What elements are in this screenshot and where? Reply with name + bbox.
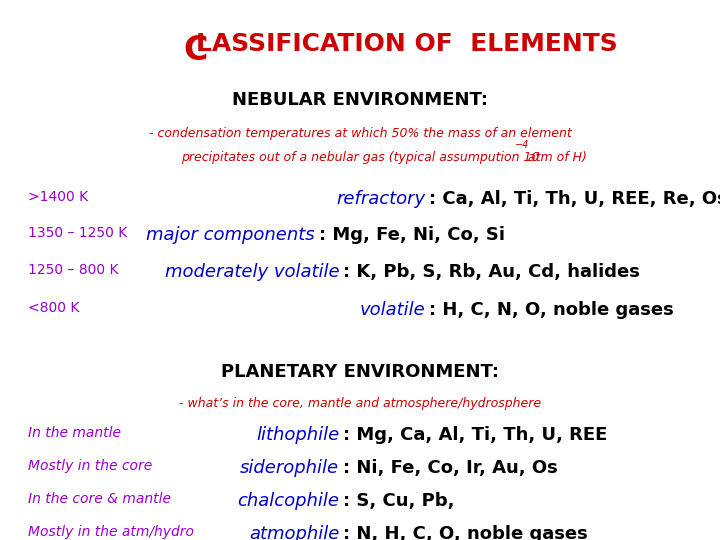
Text: >1400 K: >1400 K bbox=[28, 190, 89, 204]
Text: moderately volatile: moderately volatile bbox=[165, 264, 339, 281]
Text: : S, Cu, Pb,: : S, Cu, Pb, bbox=[343, 492, 454, 510]
Text: In the mantle: In the mantle bbox=[28, 426, 121, 440]
Text: atm of H): atm of H) bbox=[524, 151, 587, 164]
Text: Mostly in the core: Mostly in the core bbox=[28, 458, 153, 472]
Text: : Ni, Fe, Co, Ir, Au, Os: : Ni, Fe, Co, Ir, Au, Os bbox=[343, 458, 557, 477]
Text: C: C bbox=[184, 34, 208, 67]
Text: volatile: volatile bbox=[360, 301, 426, 319]
Text: - condensation temperatures at which 50% the mass of an element: - condensation temperatures at which 50%… bbox=[148, 127, 572, 140]
Text: : Ca, Al, Ti, Th, U, REE, Re, Os: : Ca, Al, Ti, Th, U, REE, Re, Os bbox=[429, 190, 720, 208]
Text: lithophile: lithophile bbox=[256, 426, 339, 443]
Text: PLANETARY ENVIRONMENT:: PLANETARY ENVIRONMENT: bbox=[221, 363, 499, 381]
Text: 1250 – 800 K: 1250 – 800 K bbox=[28, 264, 119, 277]
Text: siderophile: siderophile bbox=[240, 458, 339, 477]
Text: : Mg, Fe, Ni, Co, Si: : Mg, Fe, Ni, Co, Si bbox=[318, 226, 505, 244]
Text: chalcophile: chalcophile bbox=[238, 492, 339, 510]
Text: - what’s in the core, mantle and atmosphere/hydrosphere: - what’s in the core, mantle and atmosph… bbox=[179, 397, 541, 410]
Text: 1350 – 1250 K: 1350 – 1250 K bbox=[28, 226, 127, 240]
Text: <800 K: <800 K bbox=[28, 301, 80, 315]
Text: In the core & mantle: In the core & mantle bbox=[28, 492, 171, 506]
Text: Mostly in the atm/hydro: Mostly in the atm/hydro bbox=[28, 525, 194, 539]
Text: : K, Pb, S, Rb, Au, Cd, halides: : K, Pb, S, Rb, Au, Cd, halides bbox=[343, 264, 639, 281]
Text: LASSIFICATION OF  ELEMENTS: LASSIFICATION OF ELEMENTS bbox=[196, 31, 618, 56]
Text: : N, H, C, O, noble gases: : N, H, C, O, noble gases bbox=[343, 525, 588, 540]
Text: atmophile: atmophile bbox=[249, 525, 339, 540]
Text: refractory: refractory bbox=[336, 190, 426, 208]
Text: precipitates out of a nebular gas (typical assumpution 10: precipitates out of a nebular gas (typic… bbox=[181, 151, 539, 164]
Text: major components: major components bbox=[146, 226, 315, 244]
Text: −4: −4 bbox=[515, 140, 529, 151]
Text: : Mg, Ca, Al, Ti, Th, U, REE: : Mg, Ca, Al, Ti, Th, U, REE bbox=[343, 426, 607, 443]
Text: NEBULAR ENVIRONMENT:: NEBULAR ENVIRONMENT: bbox=[232, 91, 488, 109]
Text: : H, C, N, O, noble gases: : H, C, N, O, noble gases bbox=[429, 301, 674, 319]
